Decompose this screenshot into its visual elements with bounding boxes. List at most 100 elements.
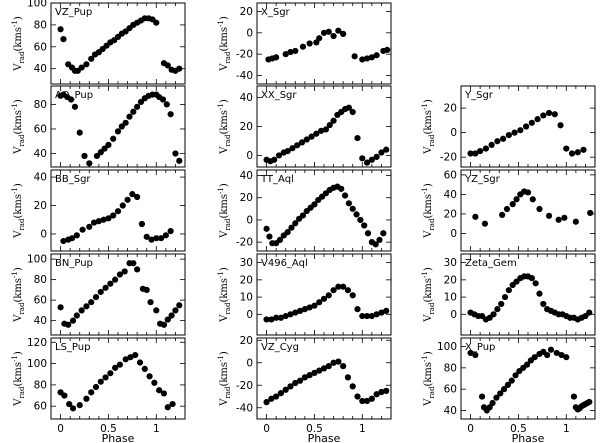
- data-point: [76, 402, 83, 409]
- data-point: [126, 113, 133, 120]
- data-point: [292, 379, 299, 387]
- data-point: [472, 150, 479, 157]
- data-point: [545, 212, 553, 219]
- data-point: [57, 304, 64, 311]
- data-point: [341, 192, 349, 199]
- data-point: [110, 135, 117, 142]
- data-point: [345, 104, 352, 111]
- data-point: [547, 346, 555, 353]
- y-tick-label: 100: [27, 358, 47, 370]
- y-tick-label: 20: [34, 200, 47, 212]
- data-point: [289, 145, 296, 152]
- panel-aq-pup: 40 60 80 AQ_Pup Vrad(kms-1): [11, 85, 186, 168]
- data-point: [284, 229, 291, 236]
- data-point: [373, 153, 380, 160]
- panel-y-sgr: -20 0 20 Y_Sgr Vrad(kms-1): [421, 85, 596, 168]
- data-point: [531, 354, 538, 361]
- y-tick-label: 10: [240, 292, 253, 304]
- data-point: [586, 398, 593, 406]
- data-point: [568, 150, 576, 157]
- data-point: [373, 311, 380, 318]
- data-point: [320, 295, 328, 302]
- data-point: [268, 316, 275, 323]
- data-point: [536, 205, 543, 213]
- data-point: [148, 236, 155, 243]
- data-point: [83, 395, 90, 402]
- data-point: [292, 220, 299, 227]
- data-point: [325, 363, 332, 370]
- y-tick-label: 40: [240, 92, 253, 104]
- y-tick-label: 0: [450, 228, 457, 240]
- panel-vz-pup: 40 60 80 100 VZ_Pup Vrad(kms-1): [11, 0, 186, 85]
- data-point: [299, 212, 307, 219]
- y-tick-label: 80: [34, 274, 47, 286]
- panel-x-pup: 40 60 80 100 X_Pup Vrad(kms-1) 0 0.5 1 Phase: [421, 337, 596, 443]
- y-tick-label: 100: [27, 254, 47, 266]
- data-point: [78, 64, 85, 71]
- data-point: [298, 139, 306, 146]
- data-point: [287, 383, 294, 390]
- data-point: [159, 96, 167, 103]
- data-point: [545, 109, 553, 117]
- data-point: [318, 127, 325, 134]
- x-tick-label: 1: [153, 423, 160, 435]
- data-point: [282, 386, 289, 393]
- data-point: [156, 387, 163, 394]
- data-point: [57, 26, 64, 33]
- data-point: [73, 312, 80, 319]
- data-point: [147, 299, 154, 306]
- data-point: [164, 62, 171, 69]
- data-point: [273, 54, 280, 61]
- data-point: [528, 119, 535, 126]
- y-tick-label: 20: [444, 274, 457, 286]
- data-point: [320, 29, 328, 36]
- data-point: [340, 30, 347, 38]
- data-point: [105, 141, 112, 149]
- data-point: [263, 316, 270, 323]
- y-axis-label: Vrad(kms-1): [11, 99, 26, 155]
- data-point: [376, 236, 383, 244]
- data-point: [380, 230, 387, 237]
- data-point: [349, 292, 356, 299]
- data-point: [354, 134, 361, 142]
- data-point: [363, 312, 371, 320]
- data-point: [320, 365, 328, 372]
- data-point: [273, 314, 280, 321]
- data-point: [88, 389, 95, 396]
- y-tick-label: 60: [34, 41, 47, 53]
- y-axis-label: Vrad(kms-1): [11, 267, 26, 323]
- data-point: [359, 56, 366, 63]
- data-point: [344, 287, 352, 294]
- panel-title: XX_Sgr: [261, 90, 297, 101]
- panel-title: BN_Pup: [55, 258, 93, 269]
- data-point: [301, 374, 308, 381]
- data-point: [172, 150, 179, 157]
- data-point: [90, 219, 98, 226]
- data-point: [363, 159, 371, 166]
- data-point: [129, 191, 136, 198]
- data-point: [335, 358, 342, 365]
- y-axis-label: Vrad(kms-1): [217, 183, 232, 239]
- data-point: [373, 52, 380, 59]
- data-point: [296, 307, 304, 314]
- data-point: [503, 205, 511, 213]
- y-tick-label: 40: [444, 189, 457, 201]
- y-tick-label: 40: [240, 170, 253, 182]
- data-point: [110, 212, 117, 219]
- data-point: [511, 129, 518, 136]
- y-tick-label: 40: [34, 148, 47, 160]
- data-point: [325, 28, 332, 35]
- data-point: [107, 280, 114, 287]
- data-point: [340, 283, 347, 290]
- data-point: [301, 306, 308, 313]
- data-point: [268, 395, 275, 402]
- data-point: [92, 293, 100, 301]
- data-point: [478, 393, 486, 400]
- data-point: [482, 145, 489, 152]
- data-point: [69, 405, 77, 412]
- data-point: [60, 237, 67, 245]
- data-point: [164, 316, 171, 323]
- data-point: [311, 302, 318, 309]
- panel-title: Zeta_Gem: [465, 258, 517, 269]
